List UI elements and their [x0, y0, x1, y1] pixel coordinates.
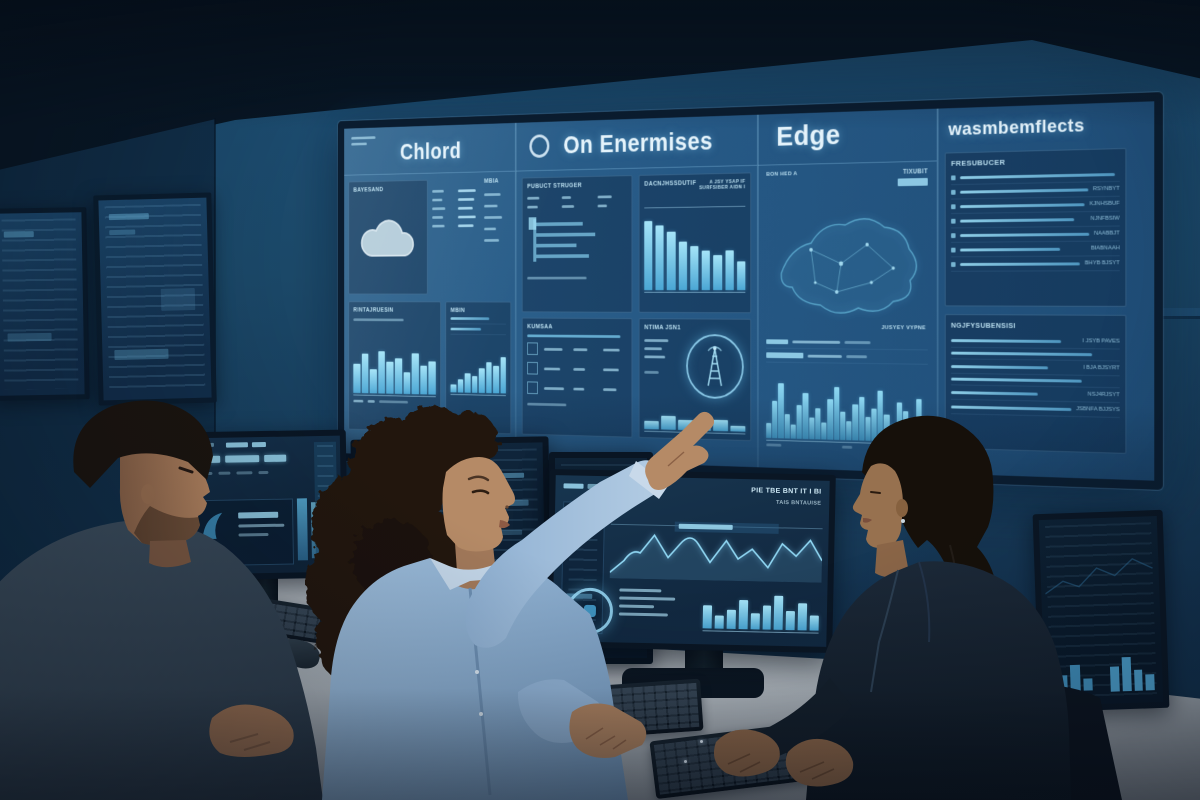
network-map-graphic [765, 191, 929, 325]
main-desk-monitor: PIE TBE BNT IT I BI TAIS BNTAUISE [546, 469, 836, 653]
activity-curve-icon [202, 512, 223, 540]
person-man [0, 400, 323, 800]
left-desk-monitor [181, 429, 349, 581]
right-desk-monitor [1032, 509, 1170, 713]
faint-line-chart [1044, 558, 1153, 595]
keyboard-led [684, 760, 687, 763]
person-woman-center [304, 406, 715, 800]
dashboard-column-edge: Edge BON HED A TIXUBIT [757, 108, 937, 474]
wall-dashboard-screen: Chlord BAYESAND [337, 92, 1164, 490]
person-woman-right [713, 415, 1071, 800]
wall-trim [1146, 308, 1200, 316]
wall-trim-shadow [1146, 316, 1200, 319]
keyboard-led [700, 740, 703, 743]
